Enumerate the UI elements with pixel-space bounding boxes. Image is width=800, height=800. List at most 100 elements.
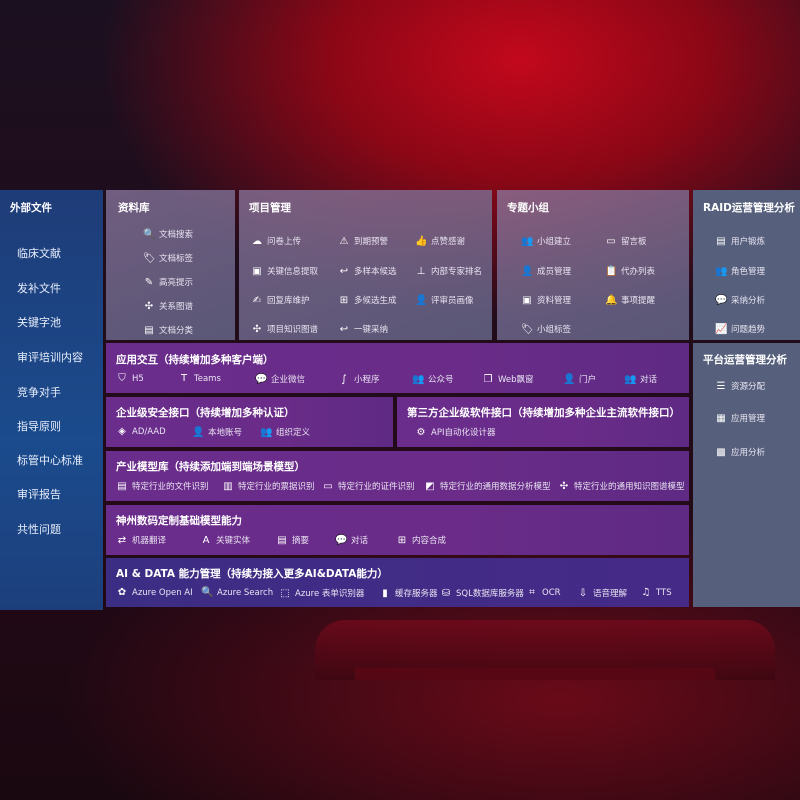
feature-item[interactable]: ⇩ 语音理解 — [577, 587, 627, 600]
feature-item[interactable]: 🔍 文档搜索 — [143, 228, 193, 241]
graph-icon: ✣ — [144, 300, 154, 312]
feature-item[interactable]: ✍ 回复库维护 — [251, 294, 310, 307]
feature-item[interactable]: ▮ 缓存服务器 — [379, 587, 437, 600]
feature-item[interactable]: ⊥ 内部专家排名 — [415, 265, 483, 278]
feature-label: 对话 — [640, 375, 658, 385]
panel-raid: RAID运营管理分析 ▤ 用户锻炼 👥 角色管理 💬 采纳分析 📈 问题趋势 — [693, 190, 800, 340]
sidebar-item[interactable]: 发补文件 — [17, 282, 61, 295]
feature-item[interactable]: 📈 问题趋势 — [715, 323, 766, 336]
feature-item[interactable]: 👤 门户 — [563, 373, 596, 386]
feature-item[interactable]: ▭ 特定行业的证件识别 — [322, 480, 414, 493]
feature-item[interactable]: ✣ 特定行业的通用知识图谱模型 — [558, 480, 685, 493]
feature-item[interactable]: ∫ 小程序 — [338, 373, 379, 386]
feature-label: Web飘窗 — [498, 375, 534, 385]
feature-item[interactable]: 💬 企业微信 — [255, 373, 305, 386]
wechat-work-icon: 💬 — [255, 373, 268, 385]
feature-item[interactable]: ☰ 资源分配 — [715, 380, 766, 393]
feature-item[interactable]: 🏷 小组标签 — [521, 323, 572, 336]
feature-item[interactable]: ▤ 文档分类 — [143, 324, 194, 337]
panel-group: 专题小组 👥 小组建立 ▭ 留言板 👤 成员管理 📋 代办列表 ▣ 资料管理 🔔 事项提醒 🏷 小组标签 — [497, 190, 689, 340]
sidebar-title: 外部文件 — [10, 202, 52, 214]
chat-icon: 💬 — [335, 534, 348, 546]
feature-item[interactable]: 🔔 事项提醒 — [605, 294, 655, 307]
sidebar-item[interactable]: 临床文献 — [17, 247, 61, 260]
feature-item[interactable]: 💬 对话 — [335, 534, 369, 547]
feature-item[interactable]: ❐ Web飘窗 — [482, 373, 534, 386]
feature-item[interactable]: ▤ 特定行业的文件识别 — [116, 480, 208, 493]
puzzle-icon: ⊞ — [397, 534, 407, 546]
feature-item[interactable]: 👍 点赞感谢 — [415, 235, 465, 248]
portal-icon: 👤 — [563, 373, 576, 385]
feature-item[interactable]: ✣ 关系图谱 — [143, 300, 194, 313]
feature-label: 问题趋势 — [731, 325, 766, 335]
feature-item[interactable]: ▤ 用户锻炼 — [715, 235, 765, 248]
feature-item[interactable]: ▣ 资料管理 — [521, 294, 571, 307]
feature-label: 成员管理 — [537, 267, 572, 277]
feature-item[interactable]: ⛉ H5 — [116, 373, 144, 384]
feature-item[interactable]: ✣ 项目知识图谱 — [251, 323, 318, 336]
sidebar-item[interactable]: 标管中心标准 — [17, 454, 83, 467]
feature-item[interactable]: 👤 本地账号 — [192, 426, 242, 439]
sidebar-item[interactable]: 竞争对手 — [17, 386, 61, 399]
feature-label: 文档分类 — [159, 326, 194, 336]
feature-item[interactable]: ↩ 一键采纳 — [338, 323, 388, 336]
feature-label: 小组标签 — [537, 325, 572, 335]
feature-item[interactable]: ⛁ SQL数据库服务器 — [440, 587, 524, 600]
sidebar-external-files: 外部文件 临床文献发补文件关键字池审评培训内容 竞争对手指导原则标管中心标准 审评报… — [0, 190, 103, 610]
user-add-icon: 👤 — [521, 265, 534, 277]
feature-label: 评审员画像 — [431, 296, 474, 306]
feature-item[interactable]: ☁ 问卷上传 — [251, 235, 301, 248]
feature-item[interactable]: ▩ 应用分析 — [715, 446, 765, 459]
feature-item[interactable]: 🔍 Azure Search — [201, 587, 273, 598]
feature-item[interactable]: 👥 角色管理 — [715, 265, 766, 278]
feature-item[interactable]: ⬚ Azure 表单识别器 — [279, 587, 364, 600]
feature-item[interactable]: ◩ 特定行业的通用数据分析模型 — [424, 480, 550, 493]
pen-icon: ✎ — [144, 276, 154, 288]
feature-item[interactable]: ⚠ 到期预警 — [338, 235, 389, 248]
feature-item[interactable]: 📋 代办列表 — [605, 265, 655, 278]
checklist-icon: ☰ — [716, 380, 726, 392]
feature-item[interactable]: 👥 小组建立 — [521, 235, 571, 248]
feature-item[interactable]: 🏷 文档标签 — [143, 252, 193, 265]
feature-item[interactable]: ▦ 应用管理 — [715, 412, 765, 425]
feature-item[interactable]: 👤 成员管理 — [521, 265, 572, 278]
feature-label: 对话 — [351, 536, 369, 546]
feature-label: 内容合成 — [412, 536, 447, 546]
users-icon: 👥 — [715, 265, 728, 277]
feature-item[interactable]: ⊞ 多候选生成 — [338, 294, 397, 307]
feature-item[interactable]: ⊞ 内容合成 — [396, 534, 447, 547]
sidebar-item[interactable]: 指导原则 — [17, 420, 61, 433]
feature-item[interactable]: 👥 公众号 — [412, 373, 454, 386]
sidebar-item[interactable]: 关键字池 — [17, 316, 61, 329]
sidebar-item[interactable]: 审评培训内容 — [17, 351, 83, 364]
feature-item[interactable]: ▥ 特定行业的票据识别 — [222, 480, 314, 493]
database-icon: ⛁ — [441, 587, 451, 599]
sidebar-item[interactable]: 审评报告 — [17, 488, 61, 501]
feature-item[interactable]: 👤 评审员画像 — [415, 294, 474, 307]
feature-item[interactable]: ✿ Azure Open AI — [116, 587, 193, 598]
feature-item[interactable]: 💬 采纳分析 — [715, 294, 765, 307]
feature-item[interactable]: ◈ AD/AAD — [116, 426, 166, 437]
feature-label: 内部专家排名 — [431, 267, 483, 277]
feature-item[interactable]: 👥 组织定义 — [260, 426, 311, 439]
feature-item[interactable]: ▭ 留言板 — [605, 235, 646, 248]
feature-item[interactable]: ▣ 关键信息提取 — [251, 265, 318, 278]
feature-label: 角色管理 — [731, 267, 766, 277]
feature-item[interactable]: T Teams — [178, 373, 221, 384]
feature-item[interactable]: ✎ 高亮提示 — [143, 276, 193, 289]
feature-item[interactable]: 👥 对话 — [624, 373, 658, 386]
api-gear-icon: ⚙ — [416, 426, 426, 438]
feature-item[interactable]: ♫ TTS — [640, 587, 672, 598]
sidebar-item[interactable]: 共性问题 — [17, 523, 61, 536]
panel-title: 产业模型库（持续添加端到端场景模型） — [116, 461, 305, 473]
feature-item[interactable]: ⚙ API自动化设计器 — [415, 426, 496, 439]
feature-item[interactable]: ↩ 多样本候选 — [338, 265, 397, 278]
feature-item[interactable]: ▤ 摘要 — [276, 534, 309, 547]
feature-item[interactable]: ⇄ 机器翻译 — [116, 534, 166, 547]
feature-label: AD/AAD — [132, 426, 166, 437]
feature-label: 到期预警 — [354, 237, 389, 247]
feature-item[interactable]: A 关键实体 — [200, 534, 250, 547]
feature-item[interactable]: ⌗ OCR — [526, 587, 560, 598]
feature-label: 组织定义 — [276, 428, 311, 438]
feature-label: 关系图谱 — [159, 302, 194, 312]
